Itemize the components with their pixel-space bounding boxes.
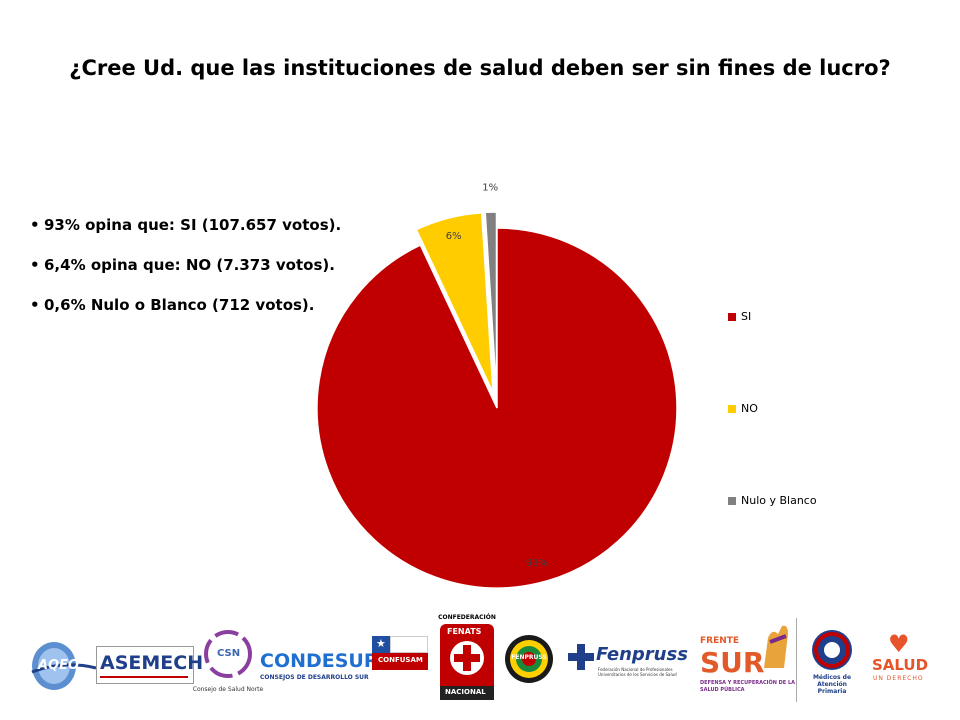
legend-item-si: SI <box>728 310 751 323</box>
summary-item-no: • 6,4% opina que: NO (7.373 votos). <box>30 256 341 274</box>
pie-slice-no <box>415 212 494 393</box>
aqeo-emblem-icon <box>31 642 97 690</box>
medicos-text: Médicos de Atención Primaria <box>812 674 852 695</box>
pie-slice-si <box>316 227 678 589</box>
salud-logo: ♥ SALUD UN DERECHO <box>870 630 936 688</box>
csn-logo: CSN Consejo de Salud Norte <box>193 624 263 704</box>
legend-label: SI <box>741 310 752 323</box>
data-label-no: 6% <box>446 231 462 242</box>
condesur-text: CONDESUR <box>260 650 379 672</box>
bullet-dot-icon: • <box>30 296 40 314</box>
confusam-logo: ★ CONFUSAM <box>372 636 428 688</box>
legend-item-no: NO <box>728 402 758 415</box>
asemech-underline <box>100 676 188 678</box>
legend-swatch <box>728 405 736 413</box>
legend-label: Nulo y Blanco <box>741 494 817 507</box>
data-label-si: 93% <box>526 558 548 569</box>
fenpruss-subtitle: Federación Nacional de Profesionales Uni… <box>598 667 677 677</box>
fenpruss-badge-icon <box>505 635 553 683</box>
data-label-nulo: 1% <box>482 183 498 194</box>
aqeo-logo: AQEO <box>28 634 98 694</box>
bullet-dot-icon: • <box>30 256 40 274</box>
asemech-text: ASEMECH <box>100 652 204 674</box>
legend-swatch <box>728 497 736 505</box>
fenpruss-badge-logo: FENPRUSS <box>504 632 554 686</box>
csn-text: CSN <box>217 648 241 659</box>
legend-label: NO <box>741 402 758 415</box>
csn-ring-icon <box>204 630 252 678</box>
fenpruss-logo: Fenpruss Federación Nacional de Profesio… <box>568 644 688 688</box>
legend-item-nulo: Nulo y Blanco <box>728 494 817 507</box>
sur-text: SUR <box>700 646 765 679</box>
fenats-text: FENATS <box>447 627 482 636</box>
fenpruss-cross-icon <box>568 644 594 670</box>
salud-text: SALUD <box>872 656 929 674</box>
medicos-divider <box>796 618 797 702</box>
frente-subtitle: DEFENSA Y RECUPERACIÓN DE LA SALUD PÚBLI… <box>700 680 796 693</box>
fenats-top-text: CONFEDERACIÓN <box>438 614 496 621</box>
bullet-dot-icon: • <box>30 216 40 234</box>
hand-icon <box>764 625 788 668</box>
sponsor-logos-strip: AQEO ASEMECH CSN Consejo de Salud Norte … <box>20 614 940 704</box>
summary-item-nulo: • 0,6% Nulo o Blanco (712 votos). <box>30 296 341 314</box>
summary-text: 6,4% opina que: NO (7.373 votos). <box>44 256 335 274</box>
medicos-ap-logo: Médicos de Atención Primaria <box>796 618 864 702</box>
fenats-logo: CONFEDERACIÓN FENATS NACIONAL <box>438 614 496 700</box>
fenats-bottom-band <box>440 686 494 700</box>
fenats-bottom-text: NACIONAL <box>445 688 486 696</box>
frente-sur-logo: FRENTE SUR DEFENSA Y RECUPERACIÓN DE LA … <box>700 616 796 702</box>
fenpruss-text: Fenpruss <box>596 644 688 665</box>
page-title: ¿Cree Ud. que las instituciones de salud… <box>69 56 891 80</box>
confusam-text: CONFUSAM <box>378 656 423 664</box>
aqeo-text: AQEO <box>38 658 80 673</box>
results-summary-list: • 93% opina que: SI (107.657 votos). • 6,4… <box>30 216 341 336</box>
medicos-emblem-icon <box>812 630 852 670</box>
salud-subtitle: UN DERECHO <box>873 675 924 682</box>
pie-slice-nulo <box>484 211 498 393</box>
asemech-logo: ASEMECH <box>96 646 203 684</box>
summary-item-si: • 93% opina que: SI (107.657 votos). <box>30 216 341 234</box>
heart-icon: ♥ <box>888 630 910 658</box>
cross-icon <box>450 641 484 675</box>
condesur-subtitle: CONSEJOS DE DESARROLLO SUR <box>260 674 369 681</box>
legend-swatch <box>728 313 736 321</box>
condesur-logo: CONDESUR CONSEJOS DE DESARROLLO SUR <box>260 650 379 690</box>
star-icon: ★ <box>376 637 386 650</box>
confusam-flag <box>372 636 428 670</box>
frente-text: FRENTE <box>700 636 740 646</box>
summary-text: 93% opina que: SI (107.657 votos). <box>44 216 342 234</box>
fenpruss-badge-text: FENPRUSS <box>511 654 547 661</box>
csn-subtitle: Consejo de Salud Norte <box>192 686 264 693</box>
pie-chart: 93% 6% 1% <box>316 183 678 589</box>
summary-text: 0,6% Nulo o Blanco (712 votos). <box>44 296 315 314</box>
